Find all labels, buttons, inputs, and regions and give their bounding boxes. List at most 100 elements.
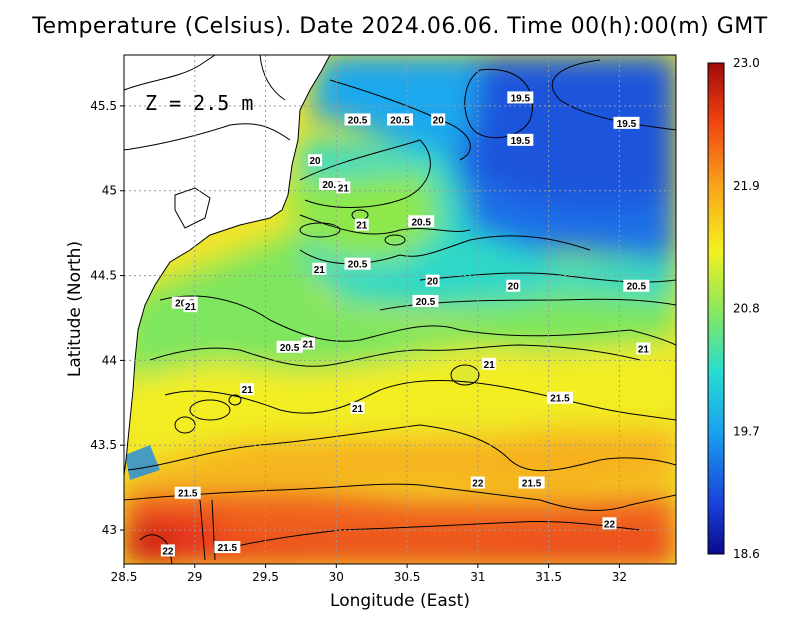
contour-label: 21 bbox=[301, 337, 315, 350]
x-tick-label: 28.5 bbox=[111, 570, 138, 584]
colorbar-label: 19.7 bbox=[733, 424, 760, 438]
contour-label: 20.5 bbox=[344, 113, 371, 126]
contour-label-bg bbox=[482, 357, 497, 370]
colorbar-ramp bbox=[707, 62, 725, 555]
y-tick-label: 45 bbox=[102, 184, 117, 198]
plot-frame bbox=[123, 54, 677, 565]
x-axis-ticks: 28.5 29 29.5 30 30.5 31 31.5 32 bbox=[111, 564, 627, 584]
contour-label: 21.5 bbox=[518, 476, 545, 490]
contour-label: 21 bbox=[350, 401, 365, 415]
contour-label-bg bbox=[276, 340, 303, 353]
contour-label-text: 21.5 bbox=[178, 489, 198, 500]
contour-label-bg bbox=[613, 116, 640, 129]
contour-label: 22 bbox=[470, 476, 485, 490]
x-tick-label: 32 bbox=[612, 570, 627, 584]
x-tick-label: 30 bbox=[329, 570, 344, 584]
x-tick-label: 29.5 bbox=[252, 570, 279, 584]
contour-label-text: 21 bbox=[352, 404, 364, 415]
contour-label-text: 22 bbox=[162, 546, 174, 557]
x-tick-label: 30.5 bbox=[394, 570, 421, 584]
x-tick-label: 31 bbox=[470, 570, 485, 584]
contour-label-bg bbox=[518, 476, 545, 489]
contour-label: 20 bbox=[308, 154, 323, 167]
contour-label-text: 20 bbox=[310, 156, 322, 167]
colorbar-label: 23.0 bbox=[733, 56, 760, 70]
contour-label-bg bbox=[308, 154, 323, 167]
contour-label-text: 20.5 bbox=[348, 115, 368, 126]
contour-label: 20.5 bbox=[387, 113, 413, 126]
contour-label: 22 bbox=[160, 544, 175, 557]
y-tick-label: 43.5 bbox=[90, 438, 117, 452]
contour-label-bg bbox=[636, 342, 651, 355]
contour-label-bg bbox=[387, 113, 413, 126]
contour-label-text: 21 bbox=[338, 183, 350, 194]
contour-label-text: 19.5 bbox=[511, 93, 531, 104]
contour-label: 20 bbox=[506, 279, 521, 293]
contour-label-bg bbox=[507, 133, 534, 146]
x-tick-label: 31.5 bbox=[535, 570, 562, 584]
contour-label-bg bbox=[312, 262, 327, 275]
contour-label-text: 21.5 bbox=[218, 543, 238, 554]
contour-label-text: 21 bbox=[314, 265, 326, 276]
contour-label: 19.5 bbox=[613, 116, 640, 130]
contour-label-bg bbox=[602, 517, 617, 530]
contour-label-bg bbox=[623, 279, 650, 292]
y-tick-label: 44 bbox=[102, 353, 117, 367]
contour-label-text: 21 bbox=[185, 302, 197, 313]
contour-label-text: 21 bbox=[638, 345, 650, 356]
contour-label-text: 21 bbox=[302, 339, 314, 350]
contour-label-bg bbox=[344, 113, 371, 126]
contour-label-text: 20.5 bbox=[416, 297, 436, 308]
contour-label: 20.5 bbox=[412, 295, 439, 308]
contour-label: 20.5 bbox=[344, 257, 371, 271]
x-tick-label: 29 bbox=[187, 570, 202, 584]
temperature-field bbox=[124, 55, 676, 564]
isotherms bbox=[124, 59, 676, 564]
contour-label-bg bbox=[506, 279, 521, 292]
contour-label: 21 bbox=[336, 181, 351, 194]
contour-label-text: 21.5 bbox=[522, 479, 542, 490]
contour-label-text: 20.5 bbox=[390, 115, 410, 126]
contour-label-bg bbox=[507, 91, 534, 104]
contour-label-text: 21.5 bbox=[550, 394, 570, 405]
contour-label-bg bbox=[214, 541, 241, 554]
y-tick-label: 45.5 bbox=[90, 99, 117, 113]
contour-label: 20 bbox=[431, 113, 446, 126]
contour-label-text: 20 bbox=[508, 282, 520, 293]
grid-lines bbox=[124, 55, 676, 564]
contour-label: 20.5 bbox=[408, 215, 435, 228]
contour-label-text: 21 bbox=[242, 385, 254, 396]
contour-label-text: 22 bbox=[472, 479, 484, 490]
contour-label-bg bbox=[344, 257, 371, 270]
contour-label-bg bbox=[470, 476, 485, 489]
contour-label-bg bbox=[408, 215, 435, 228]
contour-label: 21 bbox=[183, 300, 198, 313]
contour-label-bg bbox=[336, 181, 351, 194]
colorbar-labels: 23.0 21.9 20.8 19.7 18.6 bbox=[733, 56, 760, 561]
contour-label-bg bbox=[301, 337, 315, 350]
contour-label-bg bbox=[160, 544, 175, 557]
contour-label-text: 22 bbox=[604, 519, 616, 530]
contour-label-bg bbox=[546, 391, 573, 404]
depth-label: Z = 2.5 m bbox=[145, 91, 253, 115]
contour-label-bg bbox=[354, 218, 369, 231]
chart-title: Temperature (Celsius). Date 2024.06.06. … bbox=[32, 14, 768, 39]
contour-label: 20 bbox=[425, 274, 440, 288]
contour-label-text: 20.5 bbox=[411, 217, 431, 228]
coastlines bbox=[124, 55, 331, 476]
contour-label-text: 20 bbox=[427, 277, 439, 288]
contour-label-text: 19.5 bbox=[511, 136, 531, 147]
contour-label: 21 bbox=[312, 262, 327, 276]
contour-label: 21.5 bbox=[546, 391, 573, 405]
contour-label: 21.5 bbox=[214, 541, 241, 554]
x-axis-label: Longitude (East) bbox=[330, 591, 470, 611]
contour-label-bg bbox=[412, 295, 439, 308]
contour-label: 21 bbox=[240, 383, 255, 396]
contour-label: 22 bbox=[602, 517, 617, 530]
contour-label: 20.5 bbox=[623, 279, 650, 293]
contour-label-text: 20.5 bbox=[322, 180, 342, 191]
contour-label-text: 20.5 bbox=[627, 282, 647, 293]
contour-label-bg bbox=[431, 113, 446, 126]
